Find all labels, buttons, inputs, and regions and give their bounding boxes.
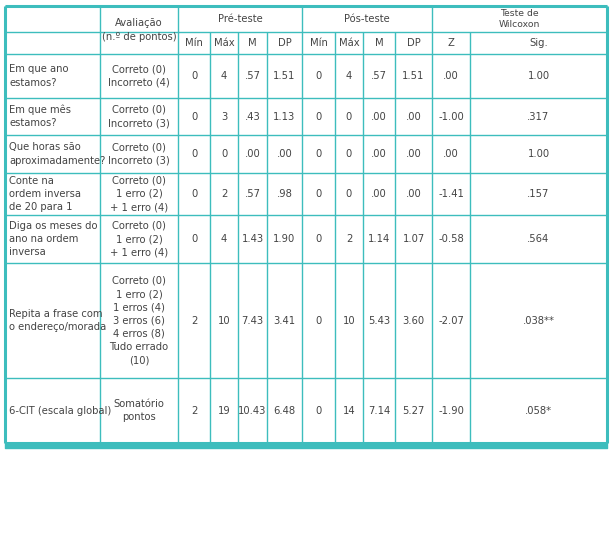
Text: M: M [375,38,383,48]
Text: Correto (0)
1 erro (2)
1 erros (4)
3 erros (6)
4 erros (8)
Tudo errado
(10): Correto (0) 1 erro (2) 1 erros (4) 3 err… [110,276,168,365]
Text: DP: DP [278,38,291,48]
Text: Somatório
pontos: Somatório pontos [114,399,165,422]
Text: 14: 14 [343,406,356,415]
Text: Mín: Mín [310,38,327,48]
Text: 6-CIT (escala global): 6-CIT (escala global) [9,406,111,415]
Text: Avaliação
(n.º de pontos): Avaliação (n.º de pontos) [102,18,176,42]
Text: Z: Z [447,38,455,48]
Text: DP: DP [406,38,420,48]
Text: .00: .00 [443,71,459,81]
Text: Que horas são
aproximadamente?: Que horas são aproximadamente? [9,142,105,166]
Text: .00: .00 [371,149,387,159]
Text: 3.60: 3.60 [403,315,425,326]
Text: 1.14: 1.14 [368,234,390,244]
Text: Em que ano
estamos?: Em que ano estamos? [9,64,69,88]
Text: 0: 0 [191,71,197,81]
Text: .00: .00 [277,149,293,159]
Text: 0: 0 [346,111,352,122]
Text: 7.14: 7.14 [368,406,390,415]
Text: .57: .57 [245,189,261,199]
Text: -1.41: -1.41 [438,189,464,199]
Text: 0: 0 [315,149,322,159]
Text: 7.43: 7.43 [242,315,264,326]
Text: 4: 4 [346,71,352,81]
Text: 10: 10 [343,315,356,326]
Text: -1.90: -1.90 [438,406,464,415]
Text: 0: 0 [315,71,322,81]
Text: 1.51: 1.51 [274,71,296,81]
Text: 0: 0 [346,189,352,199]
Text: 0: 0 [191,189,197,199]
Text: .317: .317 [528,111,550,122]
Text: .43: .43 [245,111,260,122]
Text: 6.48: 6.48 [274,406,296,415]
Text: 0: 0 [315,111,322,122]
Text: 2: 2 [191,315,197,326]
Text: 2: 2 [221,189,227,199]
Text: 0: 0 [221,149,227,159]
Text: 0: 0 [315,315,322,326]
Text: 1.51: 1.51 [402,71,425,81]
Text: .00: .00 [371,189,387,199]
Text: 1.00: 1.00 [528,149,550,159]
Text: Teste de
Wilcoxon: Teste de Wilcoxon [499,9,540,29]
Text: Conte na
ordem inversa
de 20 para 1: Conte na ordem inversa de 20 para 1 [9,176,81,212]
Text: .00: .00 [406,111,422,122]
Text: 0: 0 [191,234,197,244]
Text: 0: 0 [315,189,322,199]
Text: 1.07: 1.07 [402,234,425,244]
Text: 19: 19 [218,406,230,415]
Text: 1.13: 1.13 [274,111,296,122]
Text: 2: 2 [346,234,352,244]
Text: Correto (0)
1 erro (2)
+ 1 erro (4): Correto (0) 1 erro (2) + 1 erro (4) [110,221,168,257]
Text: 0: 0 [191,111,197,122]
Text: .00: .00 [406,189,422,199]
Text: Correto (0)
Incorreto (4): Correto (0) Incorreto (4) [108,64,170,88]
Text: 0: 0 [315,234,322,244]
Text: Correto (0)
Incorreto (3): Correto (0) Incorreto (3) [108,105,170,128]
Text: 4: 4 [221,71,227,81]
Text: Pós-teste: Pós-teste [344,14,390,24]
Text: 1.90: 1.90 [274,234,296,244]
Text: .98: .98 [277,189,293,199]
Text: .00: .00 [406,149,422,159]
Text: .157: .157 [528,189,550,199]
Text: 3: 3 [221,111,227,122]
Text: -2.07: -2.07 [438,315,464,326]
Text: M: M [248,38,257,48]
Text: .038**: .038** [523,315,554,326]
Text: .00: .00 [245,149,260,159]
Text: Máx: Máx [214,38,234,48]
Text: Diga os meses do
ano na ordem
inversa: Diga os meses do ano na ordem inversa [9,221,97,257]
Text: .00: .00 [443,149,459,159]
Text: 2: 2 [191,406,197,415]
Text: Em que mês
estamos?: Em que mês estamos? [9,104,71,128]
Text: 1.43: 1.43 [242,234,264,244]
Text: 4: 4 [221,234,227,244]
Text: .57: .57 [371,71,387,81]
Text: Correto (0)
1 erro (2)
+ 1 erro (4): Correto (0) 1 erro (2) + 1 erro (4) [110,176,168,212]
Text: Máx: Máx [338,38,359,48]
Text: 0: 0 [315,406,322,415]
Text: .57: .57 [245,71,261,81]
Text: 5.27: 5.27 [402,406,425,415]
Text: .00: .00 [371,111,387,122]
Text: Correto (0)
Incorreto (3): Correto (0) Incorreto (3) [108,142,170,166]
Text: Repita a frase com
o endereço/morada: Repita a frase com o endereço/morada [9,309,106,332]
Text: .058*: .058* [525,406,552,415]
Text: Pré-teste: Pré-teste [218,14,263,24]
Text: 1.00: 1.00 [528,71,550,81]
Text: Mín: Mín [185,38,203,48]
Text: 0: 0 [191,149,197,159]
Text: 0: 0 [346,149,352,159]
Text: 3.41: 3.41 [274,315,296,326]
Text: 10.43: 10.43 [238,406,267,415]
Text: Sig.: Sig. [529,38,548,48]
Text: 5.43: 5.43 [368,315,390,326]
Text: -1.00: -1.00 [438,111,464,122]
Text: 10: 10 [218,315,230,326]
Text: -0.58: -0.58 [438,234,464,244]
Text: .564: .564 [528,234,550,244]
